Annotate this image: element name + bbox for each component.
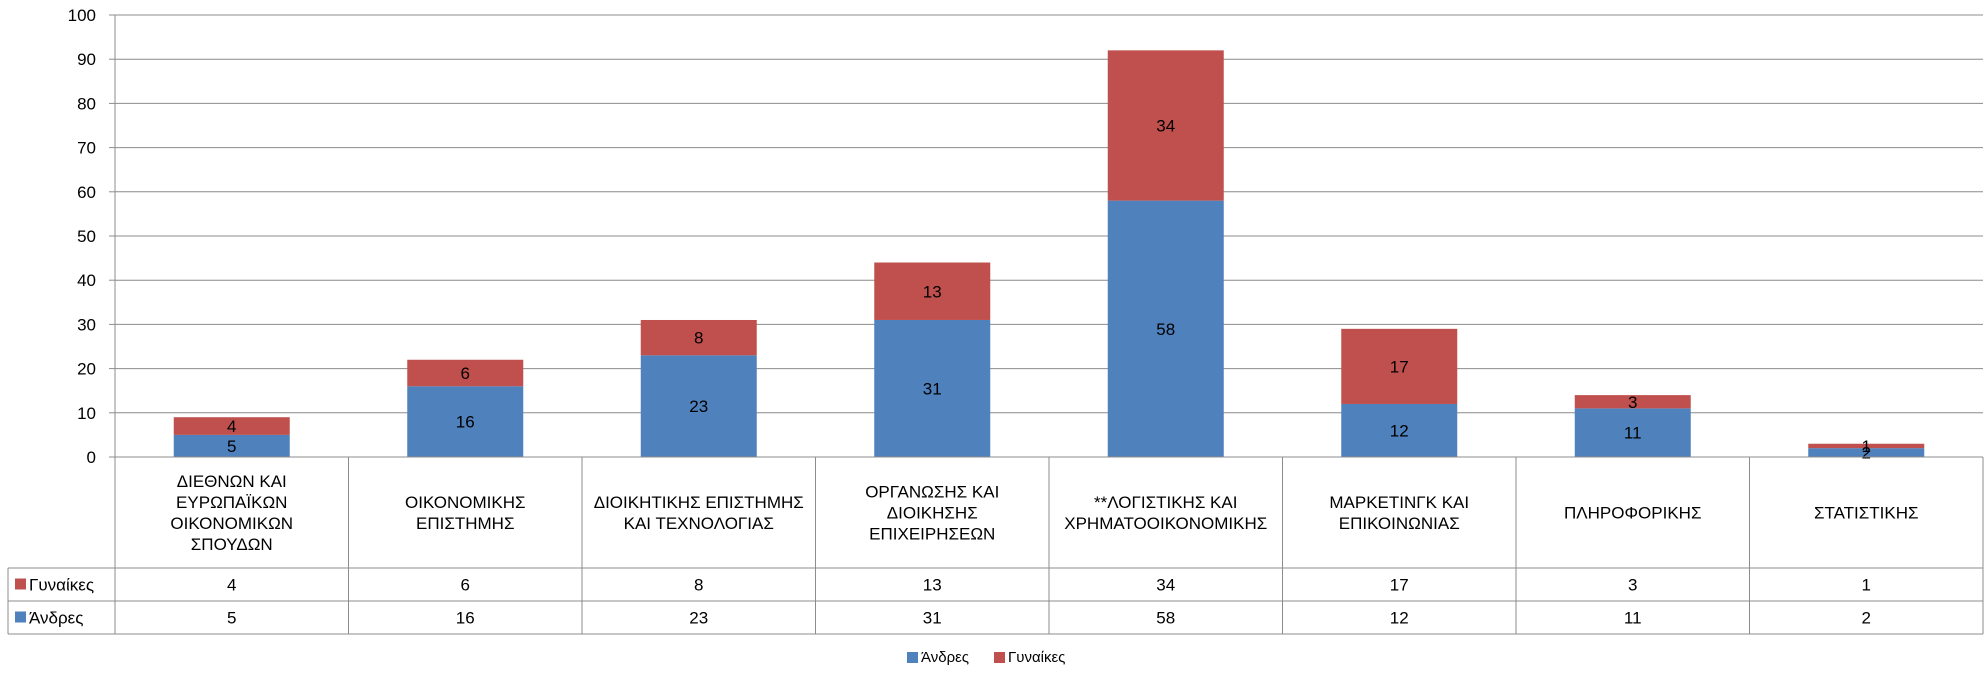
category-label: ΔΙΕΘΝΩΝ ΚΑΙ ΕΥΡΩΠΑΪΚΩΝ ΟΙΚΟΝΟΜΙΚΩΝ ΣΠΟΥΔΩΝ bbox=[170, 472, 293, 554]
bar-segment bbox=[1574, 408, 1691, 457]
y-tick-label: 20 bbox=[77, 360, 96, 379]
table-cell: 2 bbox=[1862, 609, 1871, 628]
bar-segment bbox=[407, 386, 524, 457]
data-label: 34 bbox=[1156, 117, 1175, 136]
table-row-swatch bbox=[15, 611, 26, 623]
legend: Άνδρες Γυναίκες bbox=[907, 649, 1065, 666]
category-label: ΜΑΡΚΕΤΙΝΓΚ ΚΑΙ ΕΠΙΚΟΙΝΩΝΙΑΣ bbox=[1329, 493, 1469, 533]
data-label: 31 bbox=[923, 379, 942, 398]
table-cell: 5 bbox=[227, 609, 236, 628]
table-cell: 16 bbox=[456, 609, 475, 628]
category-label: ΔΙΟΙΚΗΤΙΚΗΣ ΕΠΙΣΤΗΜΗΣ ΚΑΙ ΤΕΧΝΟΛΟΓΙΑΣ bbox=[594, 493, 804, 533]
table-row-label: Γυναίκες bbox=[29, 576, 94, 595]
category-label: ΟΙΚΟΝΟΜΙΚΗΣ ΕΠΙΣΤΗΜΗΣ bbox=[405, 493, 526, 533]
data-label: 2 bbox=[1862, 444, 1871, 463]
data-label: 23 bbox=[689, 397, 708, 416]
bar-segment bbox=[640, 319, 757, 356]
legend-label: Άνδρες bbox=[921, 649, 969, 666]
data-label: 3 bbox=[1628, 393, 1637, 412]
bar-segment bbox=[173, 434, 290, 457]
bar-segment bbox=[407, 359, 524, 387]
bar-segment bbox=[1107, 200, 1224, 457]
category-label: ΠΛΗΡΟΦΟΡΙΚΗΣ bbox=[1564, 504, 1701, 523]
data-label: 1 bbox=[1862, 437, 1871, 456]
data-label: 8 bbox=[694, 329, 703, 348]
bar-segment bbox=[874, 262, 991, 320]
table-cell: 3 bbox=[1628, 576, 1637, 595]
table-cell: 17 bbox=[1390, 576, 1409, 595]
data-label: 11 bbox=[1624, 424, 1642, 443]
table-cell: 6 bbox=[461, 576, 470, 595]
bar-segment bbox=[1574, 395, 1691, 409]
data-label: 16 bbox=[456, 413, 475, 432]
y-tick-label: 50 bbox=[77, 227, 96, 246]
data-label: 58 bbox=[1156, 320, 1175, 339]
table-cell: 13 bbox=[923, 576, 942, 595]
y-tick-label: 40 bbox=[77, 271, 96, 290]
category-label: ΣΤΑΤΙΣΤΙΚΗΣ bbox=[1814, 504, 1919, 523]
bar-segment bbox=[1341, 403, 1458, 457]
data-table: ΔΙΕΘΝΩΝ ΚΑΙ ΕΥΡΩΠΑΪΚΩΝ ΟΙΚΟΝΟΜΙΚΩΝ ΣΠΟΥΔΩΝ Ο… bbox=[7, 456, 1984, 635]
table-row-swatch bbox=[15, 578, 26, 590]
y-tick-label: 80 bbox=[77, 94, 96, 113]
y-tick-label: 70 bbox=[77, 139, 96, 158]
table-row-label: Άνδρες bbox=[29, 609, 83, 628]
y-tick-label: 100 bbox=[68, 6, 96, 25]
data-label: 6 bbox=[461, 364, 470, 383]
bar-segment bbox=[1808, 443, 1925, 449]
bar-segment bbox=[640, 355, 757, 457]
category-label: ΟΡΓΑΝΩΣΗΣ ΚΑΙ ΔΙΟΙΚΗΣΗΣ ΕΠΙΧΕΙΡΗΣΕΩΝ bbox=[865, 483, 999, 544]
data-label: 4 bbox=[227, 417, 236, 436]
category-label: **ΛΟΓΙΣΤΙΚΗΣ ΚΑΙ ΧΡΗΜΑΤΟΟΙΚΟΝΟΜΙΚΗΣ bbox=[1064, 493, 1267, 533]
y-tick-label: 60 bbox=[77, 183, 96, 202]
table-cell: 58 bbox=[1156, 609, 1175, 628]
table-cell: 23 bbox=[689, 609, 708, 628]
y-tick-label: 10 bbox=[77, 404, 96, 423]
y-axis: 0 10 20 30 40 50 60 70 80 90 100 bbox=[68, 6, 116, 467]
legend-swatch bbox=[907, 652, 918, 663]
data-label: 12 bbox=[1390, 421, 1409, 440]
bar-segment bbox=[874, 319, 991, 457]
data-label: 13 bbox=[923, 282, 942, 301]
data-labels: 54 16 6 23 8 31 13 58 34 12 17 11 3 21 bbox=[227, 117, 1871, 463]
table-cell: 11 bbox=[1624, 609, 1642, 628]
table-cell: 12 bbox=[1390, 609, 1409, 628]
bar-segment bbox=[1808, 448, 1925, 457]
table-cell: 34 bbox=[1156, 576, 1175, 595]
data-label: 5 bbox=[227, 437, 236, 456]
y-tick-label: 0 bbox=[87, 448, 96, 467]
y-tick-label: 90 bbox=[77, 50, 96, 69]
y-tick-label: 30 bbox=[77, 315, 96, 334]
table-cell: 4 bbox=[227, 576, 236, 595]
legend-swatch bbox=[994, 652, 1005, 663]
bar-segment bbox=[173, 417, 290, 435]
table-cell: 8 bbox=[694, 576, 703, 595]
legend-label: Γυναίκες bbox=[1008, 649, 1065, 666]
bar-segment bbox=[1341, 328, 1458, 404]
bars bbox=[173, 50, 1925, 457]
gridlines bbox=[115, 14, 1983, 458]
data-label: 17 bbox=[1390, 357, 1409, 376]
table-cell: 31 bbox=[923, 609, 942, 628]
table-cell: 1 bbox=[1862, 576, 1871, 595]
bar-segment bbox=[1107, 50, 1224, 201]
